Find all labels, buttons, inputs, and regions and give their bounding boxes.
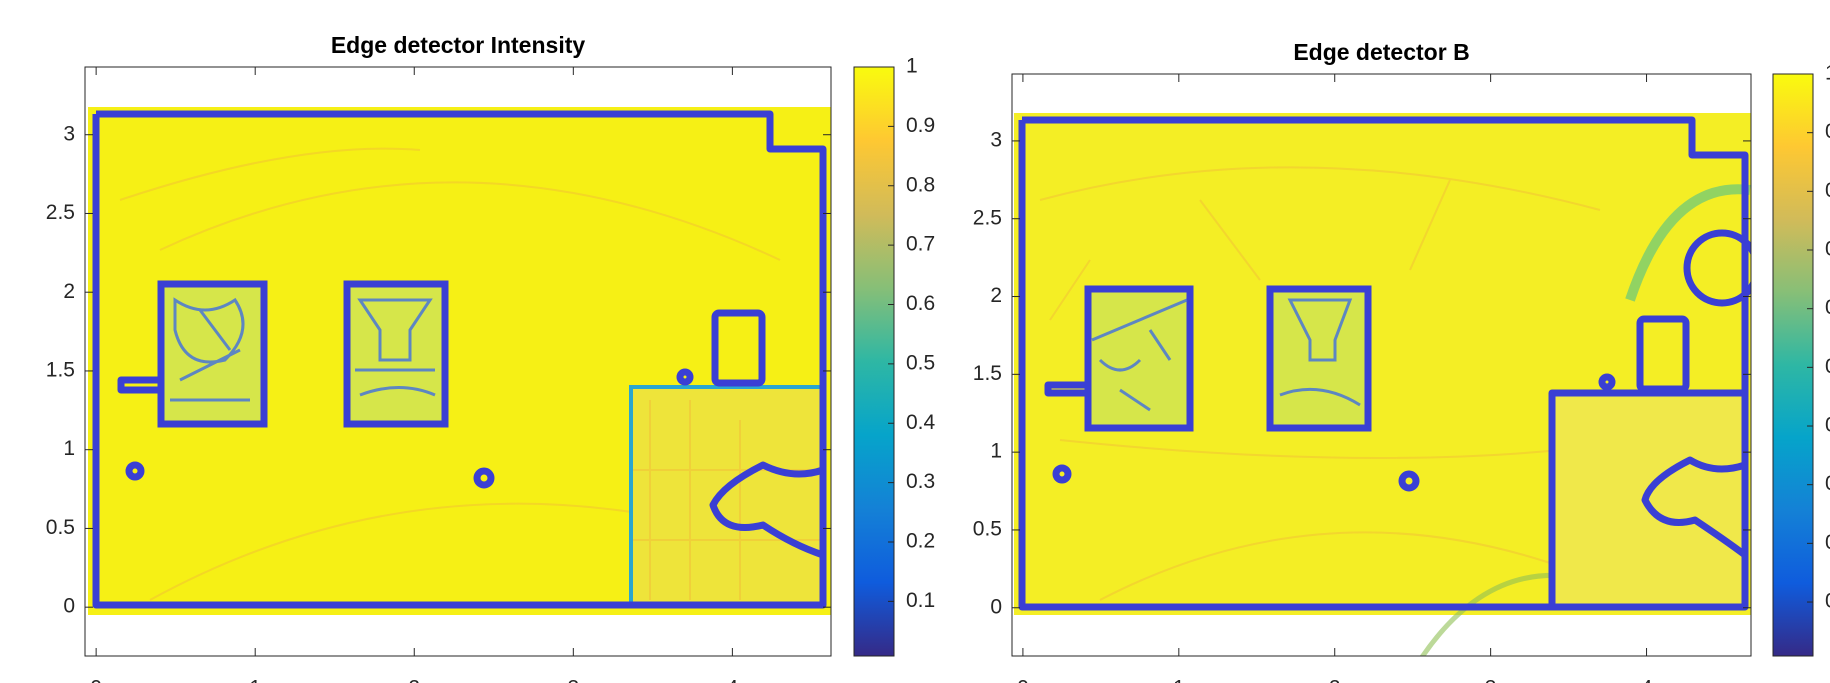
x-tick-label: 0: [90, 677, 102, 683]
y-tick-label: 2: [63, 280, 75, 303]
colorbar-tick-label: 0.2: [1825, 531, 1830, 554]
x-tick-label: 2: [1329, 677, 1341, 683]
colorbar-tick-label: 1: [906, 55, 918, 78]
y-tick-label: 2.5: [46, 201, 75, 224]
y-tick-label: 1: [990, 440, 1002, 463]
colorbar-tick-label: 1: [1825, 62, 1830, 85]
y-tick-label: 1.5: [46, 358, 75, 381]
y-tick-label: 3: [990, 128, 1002, 151]
colorbar-tick-label: 0.5: [906, 351, 935, 374]
colorbar: [1773, 74, 1813, 656]
y-tick-label: 0: [990, 595, 1002, 618]
colorbar-tick-label: 0.2: [906, 530, 935, 553]
colorbar-tick-label: 0.1: [906, 589, 935, 612]
x-tick-label: 3: [1485, 677, 1497, 683]
x-tick-label: 1: [1173, 677, 1185, 683]
colorbar-tick-label: 0.4: [1825, 414, 1830, 437]
y-tick-label: 2.5: [973, 206, 1002, 229]
colorbar-tick-label: 0.7: [1825, 238, 1830, 261]
y-tick-label: 2: [990, 284, 1002, 307]
x-tick-label: 4: [727, 677, 739, 683]
y-tick-label: 1: [63, 437, 75, 460]
x-tick-label: 4: [1641, 677, 1653, 683]
colorbar-tick-label: 0.6: [1825, 296, 1830, 319]
y-tick-label: 0.5: [973, 517, 1002, 540]
colorbar-tick-label: 0.4: [906, 411, 936, 434]
chart-title: Edge detector B: [1293, 39, 1469, 65]
x-tick-label: 1: [249, 677, 261, 683]
image: [88, 107, 831, 615]
colorbar-tick-label: 0.1: [1825, 590, 1830, 613]
y-tick-label: 3: [63, 122, 75, 145]
chart: Edge detector Intensity 0 1 2 3 4 0 0.5 1 1.5 2 2.5…: [0, 0, 1830, 683]
y-tick-label: 0.5: [46, 516, 75, 539]
colorbar-tick-label: 0.5: [1825, 355, 1830, 378]
colorbar-tick-label: 0.7: [906, 233, 935, 256]
x-tick-label: 3: [567, 677, 579, 683]
x-tick-label: 0: [1017, 677, 1029, 683]
colorbar-tick-label: 0.3: [906, 470, 935, 493]
colorbar-tick-label: 0.8: [1825, 179, 1830, 202]
colorbar-tick-label: 0.6: [906, 292, 935, 315]
colorbar-tick-label: 0.9: [906, 114, 935, 137]
image: [1014, 113, 1757, 660]
colorbar-tick-label: 0.8: [906, 173, 935, 196]
colorbar-tick-label: 0.9: [1825, 120, 1830, 143]
colorbar: [854, 67, 894, 656]
y-tick-label: 1.5: [973, 362, 1002, 385]
y-tick-label: 0: [63, 595, 75, 618]
x-tick-label: 2: [408, 677, 420, 683]
colorbar-tick-label: 0.3: [1825, 472, 1830, 495]
chart-title: Edge detector Intensity: [331, 32, 586, 58]
